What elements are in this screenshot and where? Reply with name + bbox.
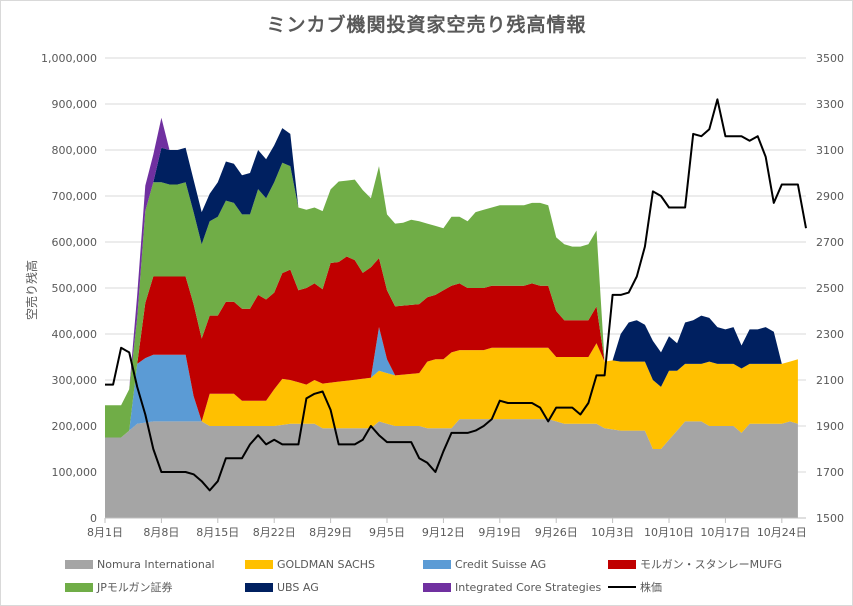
legend-label: Nomura International — [97, 557, 215, 571]
y2-tick-label: 2100 — [816, 374, 844, 387]
legend-swatch — [608, 559, 636, 569]
legend-item: Credit Suisse AG — [423, 555, 546, 573]
axes: 0 100,000 200,000 300,000 400,000 500,000 600,… — [41, 52, 844, 539]
y-tick-label: 0 — [90, 512, 97, 525]
x-tick-label: 9月12日 — [422, 526, 465, 539]
stacked-areas — [105, 117, 798, 518]
x-tick-label: 9月5日 — [369, 526, 405, 539]
legend-label: JPモルガン証券 — [97, 581, 173, 594]
y-tick-label: 200,000 — [52, 420, 98, 433]
legend-swatch — [245, 582, 273, 592]
x-tick-label: 10月24日 — [757, 526, 807, 539]
legend-swatch — [245, 559, 273, 569]
area-ubs-ag — [105, 128, 798, 406]
x-tick-label: 10月3日 — [591, 526, 634, 539]
legend-label: Integrated Core Strategies — [455, 580, 602, 594]
x-tick-label: 8月22日 — [253, 526, 296, 539]
legend-item: モルガン・スタンレーMUFG — [608, 555, 782, 573]
y-tick-label: 1,000,000 — [41, 52, 97, 65]
y2-tick-label: 2500 — [816, 282, 844, 295]
y-tick-label: 100,000 — [52, 466, 98, 479]
x-tick-label: 9月26日 — [535, 526, 578, 539]
legend-item: JPモルガン証券 — [65, 578, 173, 596]
y-tick-label: 400,000 — [52, 328, 98, 341]
legend-item: GOLDMAN SACHS — [245, 555, 375, 573]
x-tick-label: 8月8日 — [143, 526, 179, 539]
y2-tick-label: 1900 — [816, 420, 844, 433]
area--mufg — [105, 256, 798, 438]
y2-tick-label: 1500 — [816, 512, 844, 525]
legend-label: GOLDMAN SACHS — [277, 557, 375, 571]
x-tick-label: 8月29日 — [309, 526, 352, 539]
y2-tick-label: 3500 — [816, 52, 844, 65]
x-tick-label: 9月19日 — [478, 526, 521, 539]
y2-tick-label: 2300 — [816, 328, 844, 341]
x-tick-label: 10月10日 — [644, 526, 694, 539]
y-tick-label: 500,000 — [52, 282, 98, 295]
legend-item: UBS AG — [245, 578, 319, 596]
legend-item: 株価 — [608, 578, 662, 596]
y-tick-label: 300,000 — [52, 374, 98, 387]
y2-tick-label: 2900 — [816, 190, 844, 203]
legend-label: 株価 — [640, 581, 662, 594]
y-tick-label: 900,000 — [52, 98, 98, 111]
x-tick-label: 8月15日 — [196, 526, 239, 539]
y2-tick-label: 3300 — [816, 98, 844, 111]
price-line-layer — [105, 98, 807, 492]
legend-swatch — [65, 559, 93, 569]
legend-swatch — [423, 559, 451, 569]
legend-item: Nomura International — [65, 555, 215, 573]
legend-label: Credit Suisse AG — [455, 557, 547, 571]
y-tick-label: 700,000 — [52, 190, 98, 203]
legend-swatch — [423, 582, 451, 592]
x-tick-label: 10月17日 — [700, 526, 750, 539]
legend-item: Integrated Core Strategies — [423, 578, 601, 596]
area-goldman-sachs — [105, 343, 798, 449]
y2-tick-label: 1700 — [816, 466, 844, 479]
y2-tick-label: 3100 — [816, 144, 844, 157]
legend-label: UBS AG — [277, 580, 319, 594]
legend-swatch — [65, 582, 93, 592]
legend-swatch — [608, 586, 636, 588]
area-nomura-international — [105, 419, 798, 518]
area-jp- — [105, 162, 798, 438]
y-tick-label: 600,000 — [52, 236, 98, 249]
y2-tick-label: 2700 — [816, 236, 844, 249]
chart-title: ミンカブ機関投資家空売り残高情報 — [266, 14, 587, 36]
y-axis-label: 空売り残高 — [24, 260, 39, 320]
legend-label: モルガン・スタンレーMUFG — [640, 558, 783, 571]
x-tick-label: 8月1日 — [87, 526, 123, 539]
price-line — [105, 98, 807, 492]
y-tick-label: 800,000 — [52, 144, 98, 157]
legend: Nomura International GOLDMAN SACHS Credit … — [0, 555, 853, 605]
